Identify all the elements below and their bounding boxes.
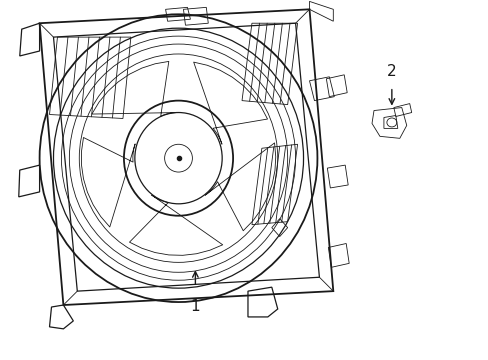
Text: 1: 1	[190, 299, 200, 314]
Text: 2: 2	[386, 64, 396, 79]
